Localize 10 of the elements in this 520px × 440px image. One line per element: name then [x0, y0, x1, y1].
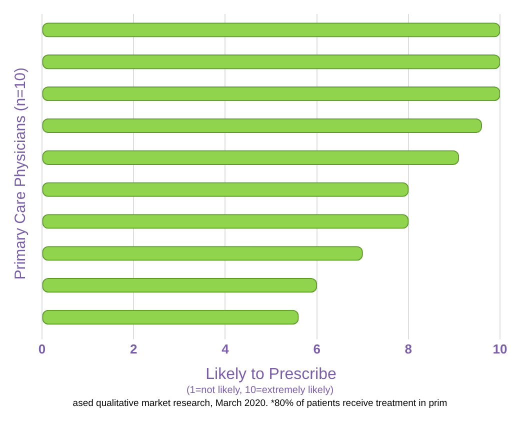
x-tick-label: 2: [130, 342, 138, 357]
x-tick-label: 10: [492, 342, 508, 357]
x-tick-label: 4: [222, 342, 230, 357]
text: ased qualitative market research, March 2020. *80% of patients receive treatment in prim: [72, 397, 448, 410]
x-tick-label: 0: [38, 342, 46, 357]
text: (1=not likely, 10=extremely likely): [185, 384, 335, 397]
y-axis-title: Primary Care Physicians (n=10): [12, 68, 30, 280]
x-tick-label: 8: [404, 342, 412, 357]
x-tick-label: 6: [313, 342, 320, 357]
x-axis-title: Likely to Prescribe: [206, 366, 336, 383]
